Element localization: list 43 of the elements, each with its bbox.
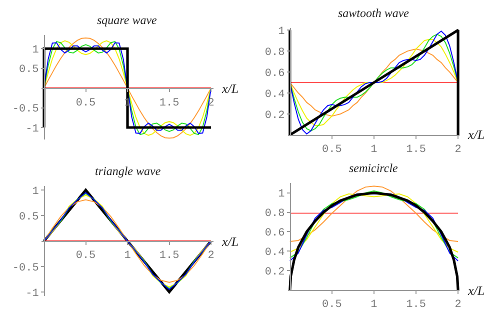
x-tick-label: 1 — [124, 250, 132, 262]
x-tick-label: 1.5 — [159, 250, 180, 262]
y-tick-label: 1 — [32, 44, 40, 56]
x-tick-label: 1 — [370, 299, 378, 311]
chart-title: triangle wave — [95, 164, 162, 178]
line-series — [289, 48, 459, 117]
y-tick-label: -0.5 — [12, 262, 39, 274]
y-tick-label: 0.6 — [264, 228, 285, 240]
x-tick-label: 1 — [370, 144, 378, 156]
y-tick-label: -0.5 — [12, 104, 39, 116]
x-tick-label: 1.5 — [406, 299, 426, 311]
y-tick-label: 0.5 — [18, 64, 39, 76]
y-tick-label: 0.2 — [264, 110, 285, 122]
line-series — [289, 186, 459, 242]
y-tick-label: 0.4 — [264, 88, 286, 101]
x-tick-label: 2 — [454, 299, 462, 311]
y-tick-label: 0.8 — [264, 46, 285, 59]
x-tick-label: 0.5 — [76, 250, 96, 262]
y-tick-label: -1 — [26, 123, 40, 136]
x-axis-title: x/L — [221, 234, 239, 249]
x-tick-label: 2 — [208, 250, 214, 262]
y-tick-label: 0.4 — [264, 247, 286, 260]
y-tick-label: 0.5 — [18, 211, 39, 224]
x-axis-title: x/L — [221, 81, 239, 96]
y-tick-label: 0.8 — [264, 208, 285, 220]
y-tick-label: 0.2 — [264, 266, 285, 278]
x-tick-label: 1 — [124, 97, 132, 110]
y-tick-label: 0.6 — [264, 68, 285, 80]
y-tick-label: 1 — [278, 26, 286, 38]
x-tick-label: 1.5 — [406, 144, 426, 156]
x-axis-title: x/L — [467, 127, 485, 142]
chart-title: sawtooth wave — [338, 6, 410, 20]
x-tick-label: 0.5 — [76, 97, 96, 110]
x-tick-label: 2 — [454, 144, 462, 156]
y-tick-label: 1 — [32, 186, 40, 198]
x-tick-label: 0.5 — [322, 144, 342, 156]
y-tick-label: 1 — [278, 188, 286, 201]
x-tick-label: 1.5 — [159, 97, 180, 110]
chart-title: square wave — [97, 13, 158, 27]
chart-title: semicircle — [349, 161, 399, 175]
x-tick-label: 0.5 — [322, 299, 342, 311]
y-tick-label: -1 — [26, 288, 40, 300]
x-axis-title: x/L — [467, 283, 485, 298]
